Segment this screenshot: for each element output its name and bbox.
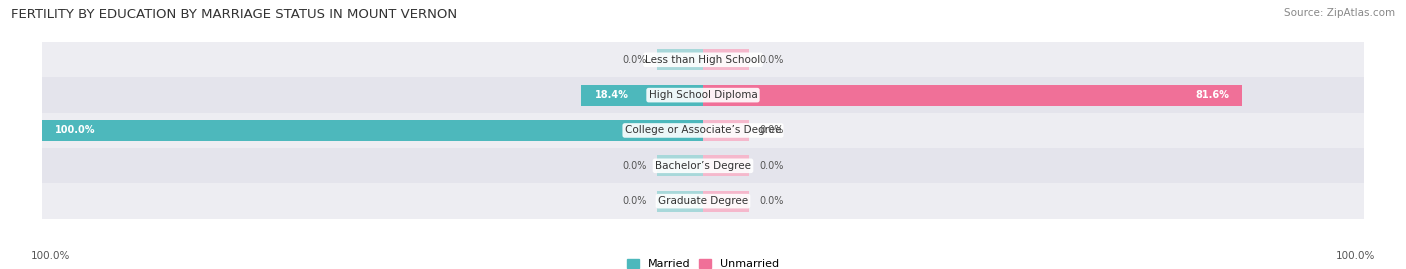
Text: 100.0%: 100.0% (31, 251, 70, 261)
Bar (703, 190, 749, 212)
Text: 100.0%: 100.0% (55, 125, 96, 136)
Bar (703, 155, 749, 176)
Text: 0.0%: 0.0% (759, 55, 783, 65)
Bar (582, 84, 703, 106)
Bar (42, 183, 1364, 219)
Bar (42, 148, 1364, 183)
Text: 0.0%: 0.0% (759, 125, 783, 136)
Bar (703, 120, 749, 141)
Text: 0.0%: 0.0% (623, 196, 647, 206)
Bar (42, 42, 1364, 77)
Bar (703, 84, 1243, 106)
Bar (657, 190, 703, 212)
Text: College or Associate’s Degree: College or Associate’s Degree (624, 125, 782, 136)
Text: Bachelor’s Degree: Bachelor’s Degree (655, 161, 751, 171)
Text: 0.0%: 0.0% (623, 55, 647, 65)
Text: Source: ZipAtlas.com: Source: ZipAtlas.com (1284, 8, 1395, 18)
Bar (657, 155, 703, 176)
Text: Less than High School: Less than High School (645, 55, 761, 65)
Bar (703, 49, 749, 70)
Text: 0.0%: 0.0% (759, 196, 783, 206)
Text: High School Diploma: High School Diploma (648, 90, 758, 100)
Text: 0.0%: 0.0% (623, 161, 647, 171)
Text: Graduate Degree: Graduate Degree (658, 196, 748, 206)
Bar (42, 120, 703, 141)
Text: 18.4%: 18.4% (595, 90, 628, 100)
Text: 0.0%: 0.0% (759, 161, 783, 171)
Bar (657, 49, 703, 70)
Text: 100.0%: 100.0% (1336, 251, 1375, 261)
Bar (42, 77, 1364, 113)
Bar (42, 113, 1364, 148)
Text: FERTILITY BY EDUCATION BY MARRIAGE STATUS IN MOUNT VERNON: FERTILITY BY EDUCATION BY MARRIAGE STATU… (11, 8, 457, 21)
Text: 81.6%: 81.6% (1195, 90, 1229, 100)
Legend: Married, Unmarried: Married, Unmarried (627, 259, 779, 269)
